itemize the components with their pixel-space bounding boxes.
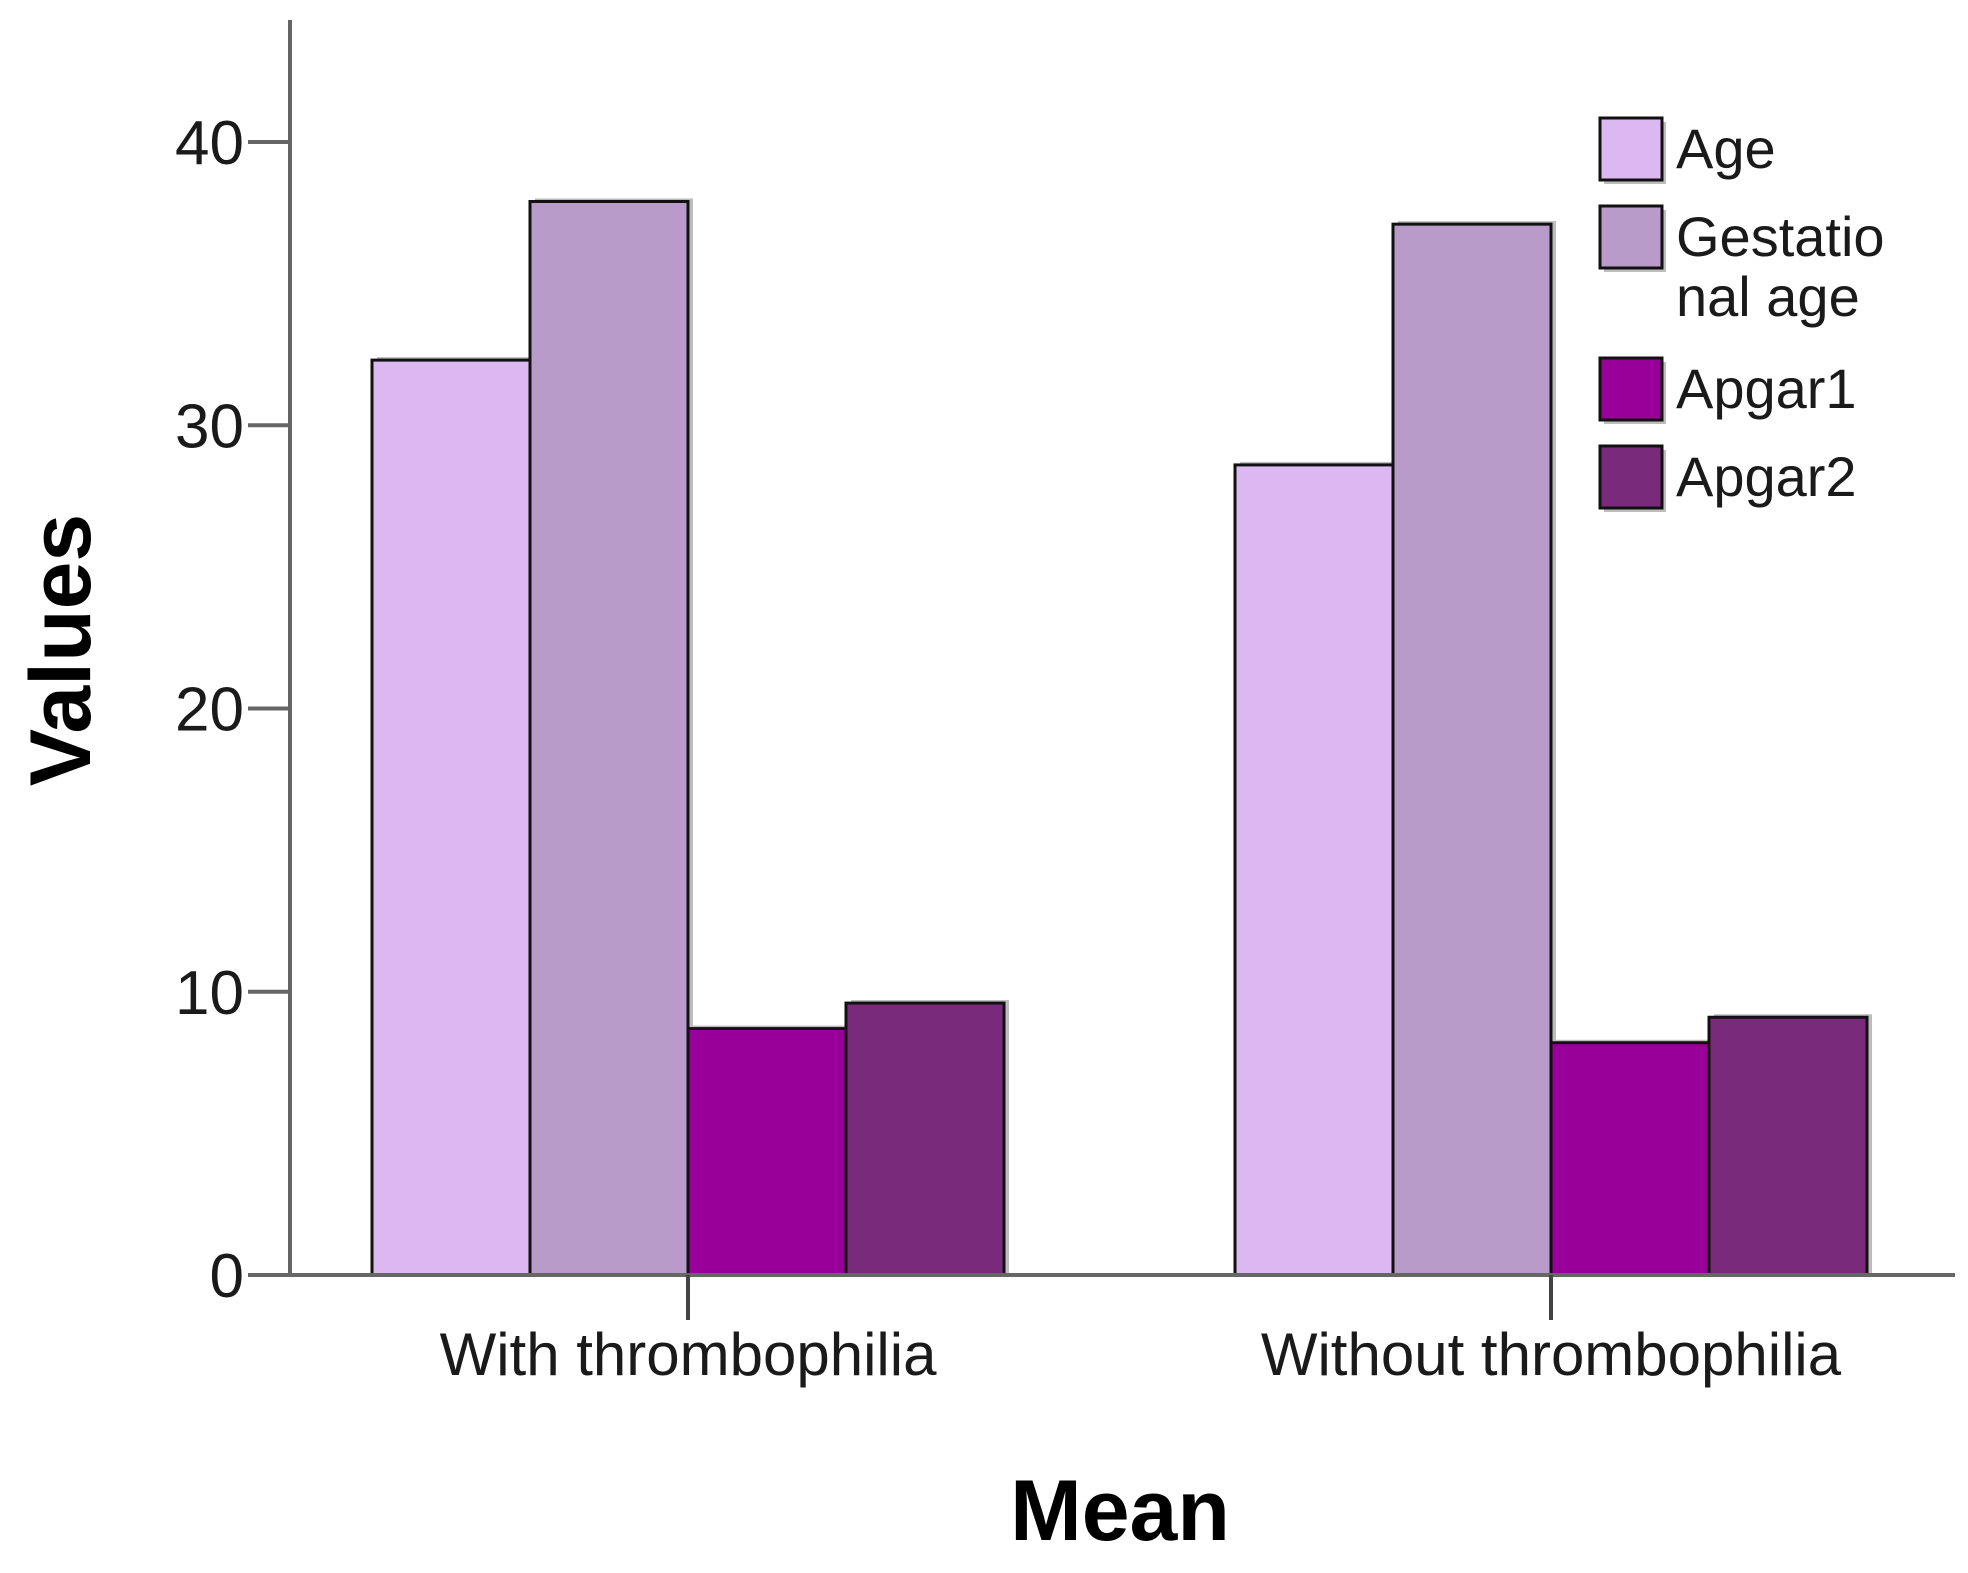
- legend-swatch-apgar1: [1598, 356, 1664, 422]
- bar-gestational-age-2: [1391, 222, 1553, 1277]
- y-tick-label: 10: [175, 959, 244, 1028]
- legend-swatch-apgar2: [1598, 444, 1664, 510]
- x-tick-label: Without thrombophilia: [1261, 1321, 1842, 1388]
- y-axis-title: Values: [13, 514, 109, 787]
- y-tick-label: 30: [175, 392, 244, 461]
- x-tick-label: With thrombophilia: [440, 1321, 938, 1388]
- y-tick-label: 20: [175, 676, 244, 745]
- legend-label: Gestatio: [1676, 205, 1885, 268]
- legend-swatch-gestational-age: [1598, 204, 1664, 270]
- axes-layer: 0 10 20 30 40 With thrombophilia Without throm…: [175, 20, 1955, 1388]
- legend-label: Apgar1: [1676, 357, 1857, 420]
- bar-gestational-age-1: [528, 199, 690, 1277]
- bars-layer: [370, 198, 1872, 1277]
- bar-age-2: [1233, 463, 1395, 1277]
- bar-apgar2-1: [844, 1001, 1006, 1277]
- bar-apgar1-1: [686, 1027, 848, 1277]
- x-axis-title: Mean: [1010, 1463, 1230, 1559]
- legend-swatch-age: [1598, 116, 1664, 182]
- legend-label: nal age: [1676, 265, 1860, 328]
- labels-layer: Values Mean: [13, 514, 1230, 1559]
- bar-apgar2-2: [1707, 1015, 1869, 1277]
- legend-label: Apgar2: [1676, 445, 1857, 508]
- legend-label: Age: [1676, 117, 1776, 180]
- bar-age-1: [370, 358, 532, 1277]
- y-tick-label: 40: [175, 109, 244, 178]
- y-tick-label: 0: [210, 1242, 244, 1311]
- bar-apgar1-2: [1549, 1041, 1711, 1277]
